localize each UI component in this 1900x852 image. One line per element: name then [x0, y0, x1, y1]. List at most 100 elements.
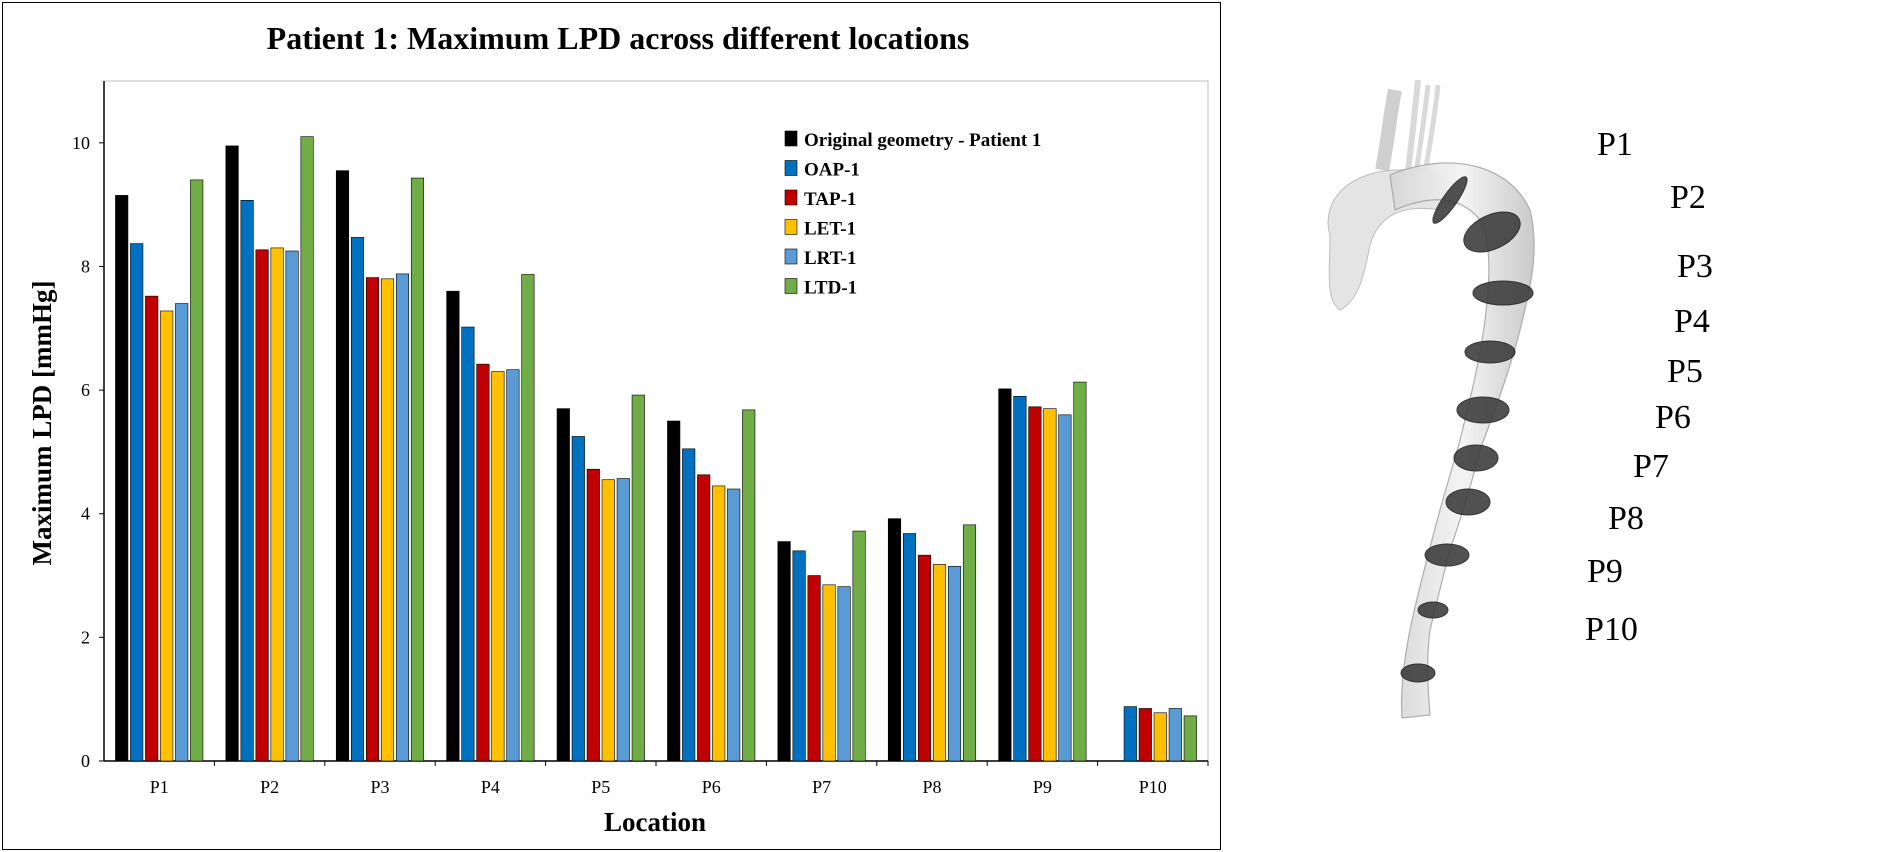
bar-p7-let-1 [822, 584, 836, 762]
bar-p9-ltd-1 [1073, 381, 1087, 762]
bar-p10-let-1 [1153, 712, 1167, 762]
legend-label: Original geometry - Patient 1 [804, 130, 1041, 151]
branch-vessel [1375, 88, 1402, 172]
bar-p6-oap-1 [682, 448, 696, 762]
bar-p9-original-geometry-patient-1 [998, 388, 1012, 762]
aorta-location-labels: P1 P2 P3 P4 P5 P6 P7 P8 P9 P10 [1585, 126, 1713, 648]
aorta-label-p6: P6 [1655, 399, 1691, 436]
x-tick-label: P8 [922, 777, 941, 797]
cross-section-p3 [1472, 280, 1534, 306]
bar-p4-original-geometry-patient-1 [446, 290, 460, 762]
cross-section-p9 [1417, 601, 1449, 619]
bar-p2-oap-1 [240, 200, 254, 762]
bar-p4-oap-1 [461, 326, 475, 762]
bar-p1-oap-1 [130, 243, 144, 762]
legend-label: LRT-1 [804, 248, 856, 269]
bar-p4-ltd-1 [521, 274, 535, 762]
x-tick-label: P6 [702, 777, 721, 797]
bar-p3-oap-1 [350, 237, 365, 762]
x-tick-label: P7 [812, 777, 831, 797]
bar-p2-let-1 [270, 247, 284, 762]
bar-p10-oap-1 [1123, 706, 1137, 762]
y-axis-title: Maximum LPD [mmHg] [27, 281, 57, 566]
aorta-geometry: P1 P2 P3 P4 P5 P6 P7 P8 P9 P10 [1327, 79, 1713, 719]
bar-p9-lrt-1 [1058, 414, 1072, 762]
cross-section-p7 [1445, 488, 1491, 516]
cross-section-p1 [1432, 176, 1468, 224]
bar-p3-lrt-1 [395, 273, 410, 762]
bar-p3-ltd-1 [410, 177, 425, 762]
cross-sections [1400, 176, 1534, 683]
legend-label: LET-1 [804, 219, 856, 240]
aorta-label-p7: P7 [1633, 448, 1669, 485]
bar-p2-ltd-1 [300, 136, 314, 762]
bar-p2-lrt-1 [285, 250, 299, 762]
x-axis-title: Location [604, 807, 706, 837]
aorta-label-p2: P2 [1670, 179, 1706, 216]
tick-labels: 0 2 4 6 8 10 P1 P2 P3 P4 P5 P6 P7 P8 P9 P10 [72, 133, 1167, 797]
x-tick-label: P2 [260, 777, 279, 797]
bar-p1-tap-1 [145, 295, 159, 762]
bar-p1-ltd-1 [190, 179, 204, 762]
bar-p9-tap-1 [1028, 406, 1042, 762]
cross-section-p8 [1424, 543, 1470, 567]
aorta-illustration: P1 P2 P3 P4 P5 P6 P7 P8 P9 P10 [1320, 70, 1720, 790]
legend-label: TAP-1 [804, 189, 856, 210]
bar-p3-original-geometry-patient-1 [335, 170, 350, 762]
legend-label: LTD-1 [804, 278, 857, 299]
bar-p10-lrt-1 [1168, 708, 1182, 762]
aortic-root [1327, 168, 1461, 311]
bar-p10-tap-1 [1138, 708, 1152, 762]
bar-p8-lrt-1 [947, 565, 962, 762]
bars [115, 136, 1197, 762]
bar-p7-tap-1 [807, 575, 821, 762]
bar-p5-ltd-1 [631, 394, 645, 762]
legend-swatch [784, 219, 798, 235]
x-tick-label: P5 [591, 777, 610, 797]
cross-section-p5 [1456, 396, 1510, 424]
bar-p4-let-1 [491, 371, 505, 762]
bar-p5-lrt-1 [616, 478, 630, 762]
y-tick-label: 10 [72, 133, 90, 153]
bar-p6-lrt-1 [727, 488, 741, 762]
bar-p3-tap-1 [365, 277, 380, 762]
branch-vessel [1405, 79, 1421, 171]
aorta-label-p4: P4 [1674, 303, 1710, 340]
x-tick-label: P1 [150, 777, 169, 797]
bar-p8-original-geometry-patient-1 [887, 518, 902, 762]
bar-p2-original-geometry-patient-1 [225, 145, 239, 762]
y-tick-label: 2 [81, 627, 90, 647]
aorta-label-p8: P8 [1608, 500, 1644, 537]
legend-swatch [784, 248, 798, 265]
bar-p7-lrt-1 [837, 586, 851, 762]
bar-p7-ltd-1 [852, 530, 866, 762]
y-tick-label: 0 [81, 751, 90, 771]
x-tick-label: P4 [481, 777, 500, 797]
bar-p7-oap-1 [792, 550, 806, 762]
legend: Original geometry - Patient 1 OAP-1 TAP-1 L… [784, 130, 1041, 299]
bar-p5-original-geometry-patient-1 [556, 408, 570, 762]
aorta-label-p5: P5 [1667, 353, 1703, 390]
legend-swatch [784, 278, 798, 294]
bar-p6-original-geometry-patient-1 [667, 420, 681, 762]
bar-p8-oap-1 [902, 533, 917, 762]
bar-p5-tap-1 [586, 468, 600, 762]
bar-p2-tap-1 [255, 249, 269, 762]
y-tick-label: 8 [81, 256, 90, 276]
x-tick-label: P3 [370, 777, 389, 797]
bar-p8-let-1 [932, 564, 947, 762]
legend-swatch [784, 189, 798, 206]
bar-p1-lrt-1 [175, 303, 189, 762]
y-tick-label: 6 [81, 380, 90, 400]
bar-p3-let-1 [380, 278, 395, 762]
legend-swatch [784, 130, 798, 147]
x-tick-label: P9 [1033, 777, 1052, 797]
bar-p9-let-1 [1043, 408, 1057, 762]
bar-p4-tap-1 [476, 363, 490, 762]
bar-p6-tap-1 [697, 474, 711, 762]
bar-p8-ltd-1 [962, 524, 977, 762]
bar-p8-tap-1 [917, 554, 932, 762]
aorta-label-p10: P10 [1585, 611, 1638, 648]
cross-section-p2 [1463, 211, 1521, 253]
aorta-vessel [1389, 162, 1535, 719]
